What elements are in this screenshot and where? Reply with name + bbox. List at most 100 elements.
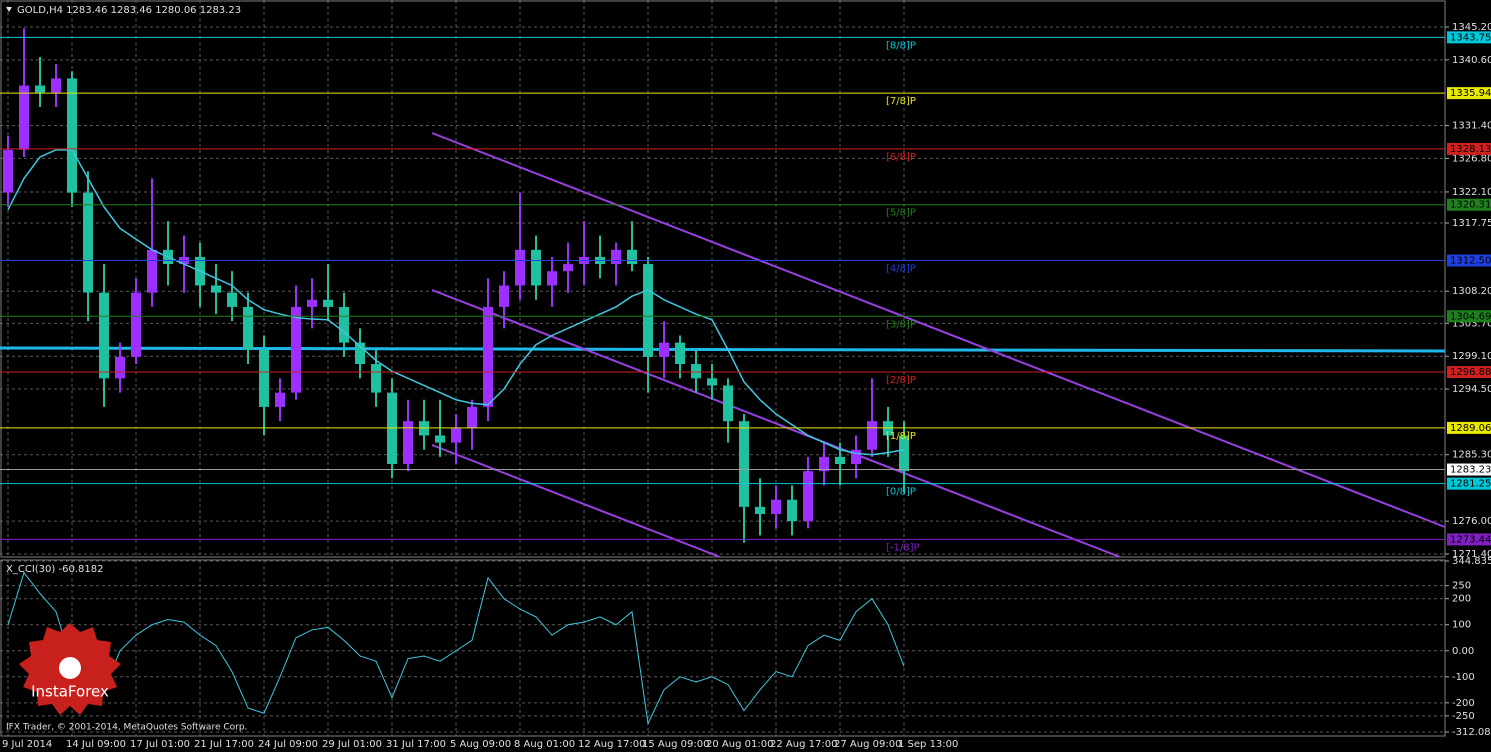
candle-body	[531, 249, 541, 286]
candle-body	[403, 421, 413, 465]
candle-body	[851, 449, 861, 465]
level-price: 1328.13	[1450, 144, 1491, 155]
x-tick-label: 15 Aug 09:00	[642, 739, 709, 750]
indicator-title: X_CCI(30) -60.8182	[6, 564, 103, 575]
candle-body	[147, 249, 157, 293]
candle-body	[499, 285, 509, 307]
candle-body	[19, 85, 29, 150]
candle-body	[835, 456, 845, 465]
candle-body	[115, 356, 125, 379]
candle-body	[83, 192, 93, 293]
candle-body	[659, 342, 669, 357]
x-tick-label: 8 Aug 01:00	[514, 739, 575, 750]
candle-body	[787, 499, 797, 522]
y-tick-label: 344.8358	[1452, 556, 1491, 567]
candle-body	[131, 292, 141, 357]
chart-title: GOLD,H4 1283.46 1283.46 1280.06 1283.23	[17, 5, 241, 16]
candle-body	[691, 364, 701, 379]
channel-line	[431, 444, 721, 558]
x-tick-label: 9 Jul 2014	[2, 739, 52, 750]
level-label: [5/8]P	[886, 208, 916, 219]
y-tick-label: 1299.10	[1452, 351, 1491, 362]
price-box	[1447, 366, 1491, 379]
candle-body	[211, 285, 221, 293]
level-price: 1320.31	[1450, 200, 1491, 211]
candle-body	[771, 499, 781, 515]
y-tick-label: 1326.80	[1452, 153, 1491, 164]
candle-body	[275, 392, 285, 407]
candle-body	[371, 364, 381, 393]
logo: InstaForex	[19, 623, 121, 715]
cci-panel-frame	[0, 559, 1446, 737]
x-tick-label: 29 Jul 01:00	[322, 739, 382, 750]
candle-body	[739, 421, 749, 507]
candle-body	[563, 264, 573, 272]
price-box	[1447, 142, 1491, 155]
candle-body	[451, 428, 461, 443]
moving-average	[7, 149, 905, 456]
candle-body	[611, 249, 621, 265]
level-price: 1304.69	[1450, 311, 1491, 322]
level-price: 1281.25	[1450, 479, 1491, 490]
candle-body	[291, 306, 301, 393]
level-label: [1/8]P	[886, 431, 916, 442]
candle-body	[819, 456, 829, 472]
level-label: [0/8]P	[886, 487, 916, 498]
candle-body	[3, 149, 13, 193]
y-tick-label: 1308.20	[1452, 286, 1491, 297]
price-box	[1447, 533, 1491, 546]
candle-body	[643, 264, 653, 357]
channel-line	[431, 289, 1121, 558]
y-tick-label: 200	[1452, 594, 1471, 605]
candle-body	[547, 271, 557, 286]
level-price: 1296.88	[1450, 367, 1491, 378]
level-price: 1335.94	[1450, 88, 1491, 99]
x-tick-label: 27 Aug 09:00	[834, 739, 901, 750]
price-box	[1447, 254, 1491, 267]
x-tick-label: 14 Jul 09:00	[66, 739, 126, 750]
horizontal-line	[0, 346, 1446, 353]
candle-body	[227, 292, 237, 307]
logo-icon	[59, 657, 81, 679]
y-tick-label: 1276.00	[1452, 516, 1491, 527]
logo-text: InstaForex	[31, 683, 109, 701]
x-tick-label: 22 Aug 17:00	[770, 739, 837, 750]
x-tick-label: 20 Aug 01:00	[706, 739, 773, 750]
candle-body	[899, 435, 909, 472]
price-box	[1447, 198, 1491, 211]
level-price: 1289.06	[1450, 423, 1491, 434]
candle-body	[435, 435, 445, 443]
y-tick-label: 1322.10	[1452, 187, 1491, 198]
current-price-label: 1283.23	[1450, 465, 1491, 476]
y-tick-label: 1294.50	[1452, 384, 1491, 395]
cci-line	[7, 571, 905, 726]
level-label: [7/8]P	[886, 96, 916, 107]
price-box	[1447, 463, 1491, 476]
candle-body	[803, 471, 813, 522]
price-box	[1447, 31, 1491, 44]
x-tick-label: 24 Jul 09:00	[258, 739, 318, 750]
candle-body	[755, 506, 765, 515]
x-tick-label: 1 Sep 13:00	[898, 739, 958, 750]
candle-body	[707, 378, 717, 386]
candle-body	[467, 406, 477, 429]
candle-body	[35, 85, 45, 93]
candle-body	[723, 385, 733, 422]
level-label: [2/8]P	[886, 375, 916, 386]
x-tick-label: 12 Aug 17:00	[578, 739, 645, 750]
level-price: 1312.50	[1450, 256, 1491, 267]
y-tick-label: 1271.40	[1452, 549, 1491, 560]
level-label: [4/8]P	[886, 264, 916, 275]
x-tick-label: 31 Jul 17:00	[386, 739, 446, 750]
level-label: [3/8]P	[886, 319, 916, 330]
candle-body	[675, 342, 685, 365]
y-tick-label: 1331.40	[1452, 121, 1491, 132]
y-tick-label: -200	[1452, 698, 1475, 709]
level-label: [6/8]P	[886, 152, 916, 163]
y-tick-label: -312.0897	[1452, 727, 1491, 738]
price-box	[1447, 310, 1491, 323]
y-tick-label: 250	[1452, 581, 1471, 592]
x-tick-label: 21 Jul 17:00	[194, 739, 254, 750]
